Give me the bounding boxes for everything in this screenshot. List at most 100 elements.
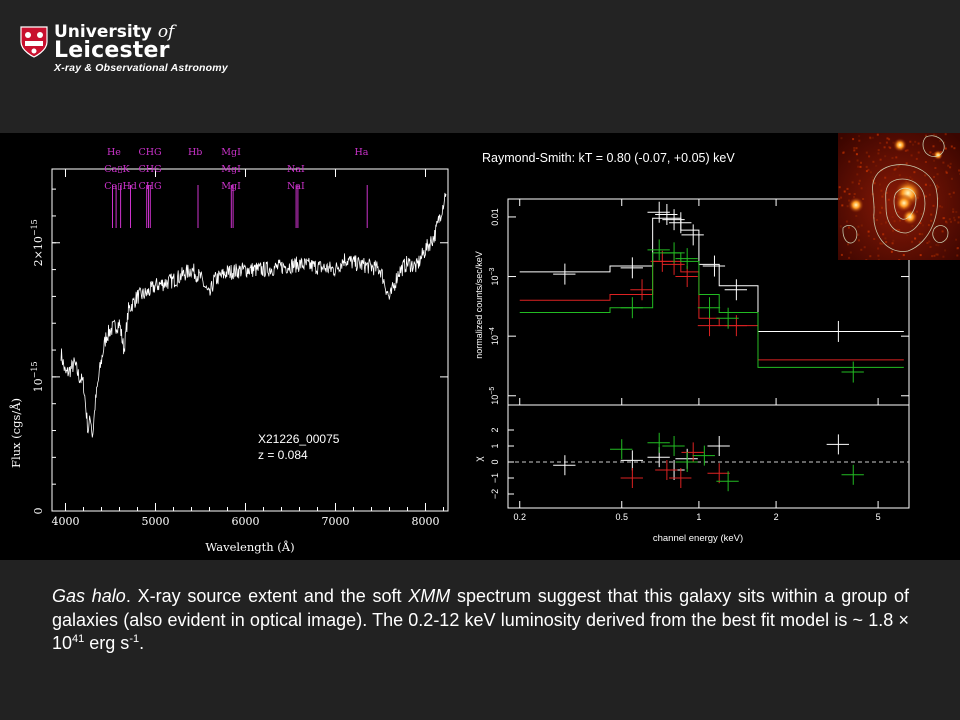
thumb-pixel [898, 229, 901, 232]
thumb-pixel [897, 211, 900, 214]
thumb-pixel [853, 193, 856, 195]
thumb-pixel [957, 247, 959, 250]
thumb-pixel [939, 205, 942, 208]
thumb-pixel [858, 179, 861, 182]
thumb-pixel [879, 211, 882, 214]
thumb-pixel [855, 147, 858, 150]
thumb-pixel [933, 176, 935, 178]
thumb-pixel [879, 210, 882, 213]
thumb-pixel [949, 166, 952, 169]
spectral-line-label: Ca▯Hd [104, 181, 137, 192]
thumb-pixel [885, 221, 887, 224]
thumb-pixel [890, 250, 893, 253]
thumb-pixel [858, 139, 861, 142]
thumb-pixel [853, 147, 856, 149]
thumb-pixel [950, 220, 952, 223]
object-id: X21226_00075 [258, 432, 340, 446]
xray-ylabel-bottom: χ [474, 456, 485, 462]
thumb-pixel [860, 161, 862, 164]
thumb-pixel [956, 247, 959, 250]
thumb-pixel [920, 212, 923, 215]
thumb-pixel [871, 176, 874, 179]
xray-white-series-model [519, 217, 904, 332]
thumb-pixel [855, 214, 858, 217]
thumb-pixel [909, 176, 912, 179]
thumb-pixel [926, 242, 929, 244]
thumb-pixel [924, 195, 927, 198]
thumb-pixel [936, 253, 939, 256]
thumb-pixel [944, 249, 947, 252]
thumb-pixel [952, 191, 955, 194]
thumb-pixel [889, 146, 892, 149]
optical-xtick-label: 5000 [142, 515, 170, 528]
thumb-pixel [921, 233, 924, 236]
thumb-pixel [876, 133, 879, 136]
thumb-pixel [839, 225, 842, 228]
thumb-pixel [872, 160, 875, 163]
university-logo: University of Leicester X-ray & Observat… [20, 22, 230, 82]
thumb-pixel [955, 211, 958, 213]
thumb-pixel [840, 253, 843, 256]
xray-fit-title: Raymond-Smith: kT = 0.80 (-0.07, +0.05) … [482, 151, 735, 165]
thumb-pixel [842, 151, 845, 154]
thumb-pixel [858, 135, 861, 138]
optical-xtick-label: 4000 [52, 515, 80, 528]
thumb-pixel [937, 244, 940, 247]
thumb-pixel [914, 237, 917, 240]
thumb-pixel [846, 205, 849, 208]
thumb-pixel [859, 165, 862, 168]
thumb-pixel [873, 182, 876, 185]
optical-xlabel: Wavelength (Å) [205, 540, 294, 554]
thumb-pixel [892, 229, 894, 232]
thumb-pixel [840, 137, 843, 140]
xray-green-series-model [519, 252, 904, 368]
thumb-pixel [906, 149, 909, 152]
thumb-pixel [935, 187, 938, 190]
thumb-pixel [838, 186, 841, 189]
thumb-pixel [911, 178, 914, 181]
thumb-pixel [919, 254, 922, 257]
thumb-pixel [947, 164, 950, 167]
thumb-pixel [935, 253, 938, 256]
spectral-line-label: Ca▯K [104, 164, 130, 175]
thumb-pixel [935, 134, 938, 137]
thumb-pixel [848, 256, 851, 259]
spectral-line-label: He [107, 147, 121, 158]
thumb-pixel [876, 219, 878, 221]
thumb-pixel [848, 193, 851, 195]
thumb-pixel [869, 255, 872, 258]
thumb-pixel [884, 237, 887, 240]
xray-xtick-label: 2 [774, 512, 779, 522]
thumb-pixel [879, 242, 882, 245]
object-label: X21226_00075 z = 0.084 [258, 431, 339, 463]
spectral-line-label: Hb [188, 147, 202, 158]
thumb-pixel [952, 210, 955, 213]
thumb-pixel [942, 255, 945, 258]
thumb-pixel [880, 222, 883, 225]
crest-icon [20, 26, 48, 58]
xray-xlabel: channel energy (keV) [653, 533, 743, 544]
thumb-pixel [840, 196, 843, 199]
thumb-pixel [909, 140, 912, 143]
thumb-pixel [892, 172, 895, 175]
thumb-pixel [882, 233, 885, 236]
thumb-pixel [869, 136, 872, 139]
thumb-pixel [948, 218, 951, 221]
thumb-pixel [917, 151, 920, 154]
thumb-pixel [868, 155, 871, 158]
thumb-pixel [956, 254, 959, 257]
thumb-pixel [879, 142, 882, 145]
thumb-pixel [877, 254, 880, 257]
thumb-pixel [905, 162, 908, 165]
thumb-pixel [911, 225, 914, 227]
thumb-pixel [955, 238, 958, 241]
xray-ytick-exponent: −5 [489, 387, 496, 395]
thumb-pixel [875, 164, 878, 167]
thumb-pixel [891, 216, 894, 218]
xray-chi-tick-label: 2 [490, 427, 500, 432]
group-tagline: X-ray & Observational Astronomy [54, 62, 228, 74]
xray-ytick-exponent: −3 [489, 267, 496, 275]
thumb-pixel [906, 234, 909, 237]
thumb-pixel [865, 165, 868, 168]
optical-xtick-label: 6000 [232, 515, 260, 528]
